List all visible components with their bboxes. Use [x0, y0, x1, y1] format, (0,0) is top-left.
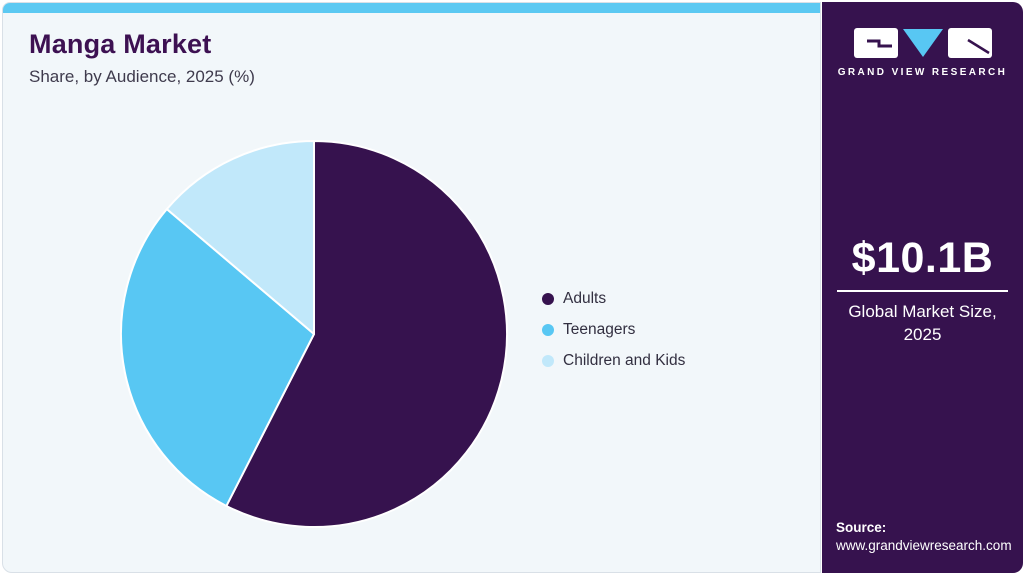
chart-header: Manga Market Share, by Audience, 2025 (%… [29, 29, 255, 87]
legend: Adults Teenagers Children and Kids [542, 290, 685, 370]
sidebar: GRAND VIEW RESEARCH $10.1B Global Market… [822, 2, 1023, 573]
pie-chart [120, 140, 508, 528]
legend-item-adults: Adults [542, 290, 685, 308]
source-block: Source: www.grandviewresearch.com [836, 519, 1012, 557]
legend-swatch-adults [542, 293, 554, 305]
pie-slice-children-and-kids [165, 140, 315, 335]
logo-g-icon [853, 28, 898, 58]
gvr-logo: GRAND VIEW RESEARCH [822, 28, 1023, 78]
legend-label: Children and Kids [563, 352, 686, 369]
pie-slice-adults [225, 140, 508, 528]
brand-name: GRAND VIEW RESEARCH [837, 67, 1008, 78]
legend-swatch-teenagers [542, 324, 554, 336]
legend-label: Adults [563, 290, 607, 307]
source-url-link[interactable]: www.grandviewresearch.com [836, 538, 1012, 554]
logo-r-icon [947, 28, 992, 58]
pie-slice-teenagers [120, 208, 315, 507]
source-label: Source: [836, 519, 887, 535]
market-size-label: Global Market Size, 2025 [848, 302, 997, 344]
page-subtitle: Share, by Audience, 2025 (%) [29, 67, 255, 86]
legend-item-children-and-kids: Children and Kids [542, 352, 685, 370]
divider [837, 290, 1008, 292]
page-title: Manga Market [29, 29, 212, 59]
chart-panel: Manga Market Share, by Audience, 2025 (%… [2, 2, 821, 573]
legend-swatch-children-and-kids [542, 355, 554, 367]
market-size-block: $10.1B Global Market Size, 2025 [822, 234, 1023, 347]
logo-v-icon [902, 29, 943, 57]
market-size-value: $10.1B [851, 234, 994, 282]
accent-bar [3, 3, 820, 13]
legend-item-teenagers: Teenagers [542, 321, 685, 339]
gvr-logo-marks [853, 28, 992, 58]
legend-label: Teenagers [563, 321, 636, 338]
